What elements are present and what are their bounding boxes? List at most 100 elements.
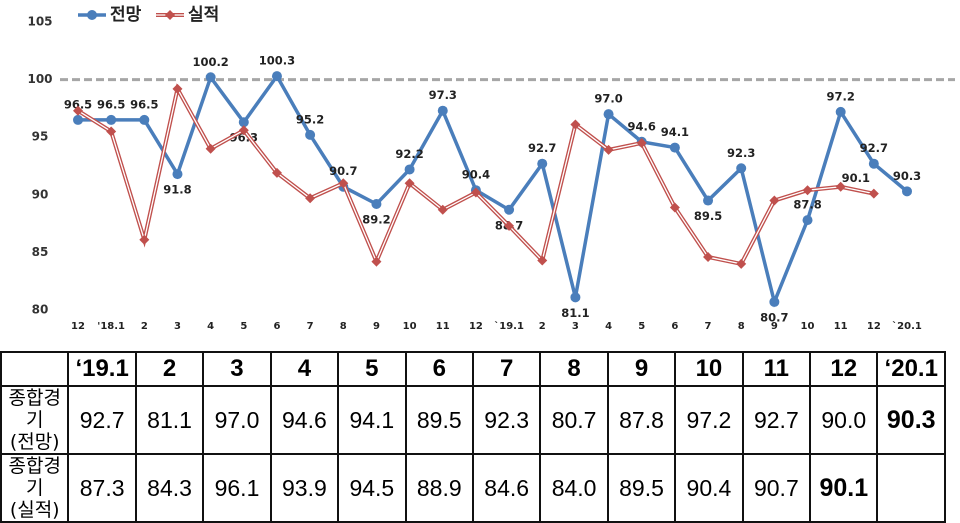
table-cell: 84.6 bbox=[471, 453, 542, 523]
x-tick-label: 10 bbox=[801, 321, 815, 332]
marker bbox=[802, 185, 813, 196]
marker bbox=[404, 178, 415, 189]
marker bbox=[868, 188, 879, 199]
table-cell: 88.9 bbox=[404, 453, 474, 523]
marker bbox=[172, 83, 183, 94]
table-cell: 84.0 bbox=[539, 453, 609, 523]
marker bbox=[669, 202, 680, 213]
table-cell: 89.5 bbox=[404, 385, 474, 455]
marker bbox=[106, 126, 117, 137]
marker bbox=[470, 187, 481, 198]
y-tick-label: 90 bbox=[32, 187, 49, 201]
x-tick-label: 5 bbox=[240, 321, 247, 332]
marker bbox=[835, 181, 846, 192]
data-label: 89.2 bbox=[362, 213, 390, 227]
marker bbox=[835, 106, 846, 117]
legend-marker bbox=[87, 10, 97, 20]
x-tick-label: 8 bbox=[738, 321, 745, 332]
data-label: 92.7 bbox=[528, 141, 556, 155]
data-table: ‘19.1 2 3 4 5 6 7 8 9 10 11 12 ‘20.1 종합경기 (전망) 92.7 81… bbox=[0, 351, 946, 523]
header-cell: 12 bbox=[809, 351, 879, 387]
x-tick-label: 4 bbox=[605, 321, 612, 332]
header-cell: 2 bbox=[134, 351, 205, 387]
table-cell: 92.7 bbox=[741, 385, 812, 455]
marker bbox=[537, 255, 548, 266]
y-tick-label: 85 bbox=[32, 245, 49, 259]
marker bbox=[238, 117, 249, 128]
marker bbox=[504, 220, 515, 231]
table-cell: 96.1 bbox=[202, 453, 272, 523]
table-cell: 84.3 bbox=[134, 453, 205, 523]
x-tick-label: 12 bbox=[469, 321, 483, 332]
marker bbox=[404, 164, 415, 175]
marker bbox=[736, 163, 747, 174]
header-cell: 10 bbox=[674, 351, 744, 387]
table-cell: 92.3 bbox=[471, 385, 542, 455]
marker bbox=[437, 204, 448, 215]
marker bbox=[371, 199, 382, 210]
marker bbox=[703, 252, 714, 263]
table-cell: 94.5 bbox=[337, 453, 407, 523]
x-tick-label: 7 bbox=[705, 321, 712, 332]
marker bbox=[669, 142, 680, 153]
marker bbox=[172, 169, 183, 180]
x-tick-label: 3 bbox=[174, 321, 181, 332]
data-label: 80.7 bbox=[760, 310, 788, 324]
x-tick-label: 6 bbox=[671, 321, 678, 332]
table-cell: 93.9 bbox=[269, 453, 340, 523]
x-tick-label: 8 bbox=[340, 321, 347, 332]
table-row: 종합경기 (실적) 87.3 84.3 96.1 93.9 94.5 88.9 84.6 84.… bbox=[0, 453, 946, 523]
header-cell: 11 bbox=[741, 351, 812, 387]
x-tick-label: `19.1 bbox=[494, 320, 524, 332]
marker bbox=[305, 129, 316, 140]
marker bbox=[902, 186, 912, 197]
marker bbox=[139, 114, 150, 125]
table-cell: 87.3 bbox=[67, 453, 137, 523]
table-cell: 94.6 bbox=[269, 385, 340, 455]
marker bbox=[603, 144, 614, 155]
header-cell: 8 bbox=[539, 351, 609, 387]
header-cell: 4 bbox=[269, 351, 340, 387]
page: 80 85 90 95 100 105 12'18.1 2 3 4 5 6 7 8 9 10 11 12 `19.1… bbox=[0, 5, 955, 523]
header-cell: ‘20.1 bbox=[876, 351, 946, 387]
table-cell: 97.2 bbox=[674, 385, 744, 455]
x-tick-label: 7 bbox=[307, 321, 314, 332]
marker bbox=[437, 105, 448, 116]
x-tick-label: 3 bbox=[572, 321, 579, 332]
marker bbox=[73, 105, 83, 116]
data-label: 91.8 bbox=[163, 183, 191, 197]
data-label: 95.2 bbox=[296, 112, 324, 126]
marker bbox=[537, 158, 548, 169]
data-label: 94.6 bbox=[628, 119, 656, 133]
x-tick-label: 2 bbox=[141, 321, 148, 332]
x-tick-label: `20.1 bbox=[892, 320, 922, 332]
table-cell: 90.3 bbox=[876, 385, 946, 455]
data-label: 94.1 bbox=[661, 125, 689, 139]
marker bbox=[603, 109, 614, 120]
x-tick-label: 9 bbox=[373, 321, 380, 332]
empty-cell bbox=[876, 453, 946, 523]
data-label: 92.2 bbox=[395, 147, 423, 161]
row-label: 종합경기 (전망) bbox=[0, 385, 70, 455]
marker bbox=[769, 195, 780, 206]
x-tick-label: 4 bbox=[207, 321, 214, 332]
data-label: 96.5 bbox=[64, 97, 92, 111]
data-label: 90.1 bbox=[842, 171, 870, 185]
table-cell: 94.1 bbox=[337, 385, 407, 455]
legend-marker bbox=[165, 10, 175, 20]
data-label: 97.3 bbox=[429, 88, 457, 102]
x-tick-label: 9 bbox=[771, 321, 778, 332]
marker bbox=[802, 215, 813, 226]
data-label: 97.2 bbox=[826, 89, 854, 103]
data-label: 92.3 bbox=[727, 146, 755, 160]
y-tick-label: 95 bbox=[32, 130, 49, 144]
marker bbox=[504, 204, 515, 215]
x-tick-label: 5 bbox=[638, 321, 645, 332]
data-label: 100.3 bbox=[259, 54, 295, 68]
marker bbox=[636, 137, 647, 148]
table-cell: 90.0 bbox=[809, 385, 879, 455]
table-cell: 90.1 bbox=[809, 453, 879, 523]
header-cell: 6 bbox=[404, 351, 474, 387]
marker bbox=[238, 125, 249, 136]
